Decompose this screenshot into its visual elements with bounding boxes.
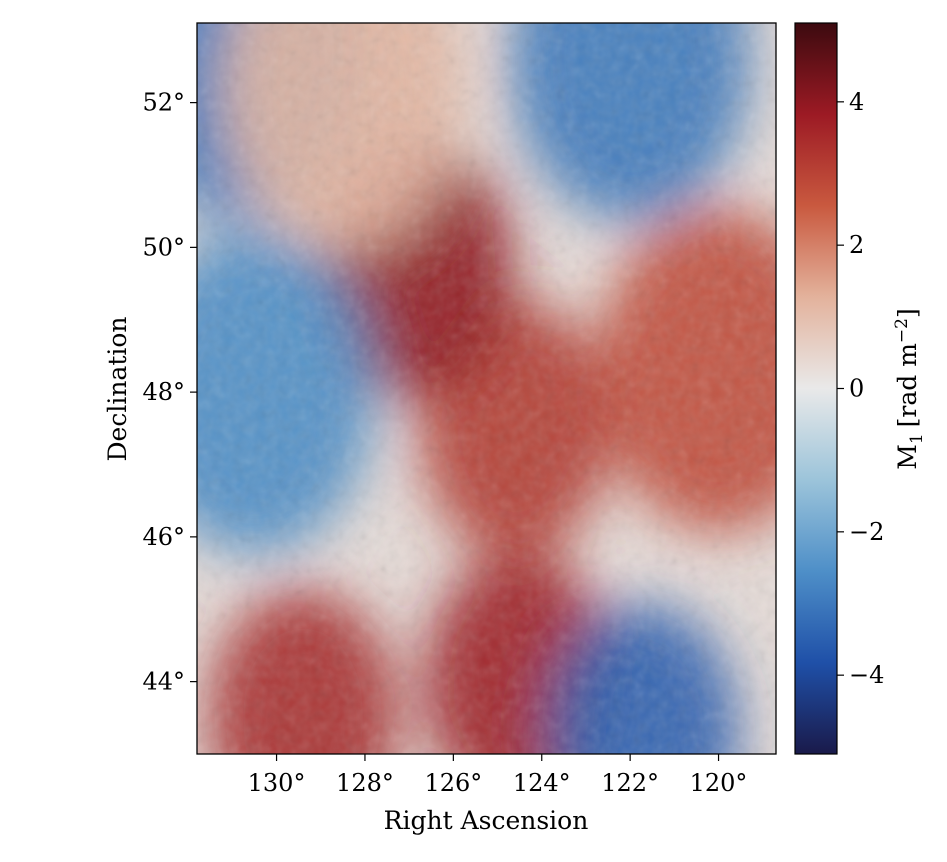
y-tick-label: 46° <box>142 523 185 551</box>
map-frame <box>196 22 777 755</box>
y-tick-label: 52° <box>142 89 185 117</box>
colorbar-tick-label: 0 <box>849 375 864 403</box>
x-tick-label: 128° <box>336 769 394 797</box>
colorbar-ticks: 4 2 0 −2 −4 <box>837 88 884 689</box>
x-axis-ticks: 130° 128° 126° 124° 122° 120° <box>248 754 748 797</box>
y-axis-label: Declination <box>103 316 132 461</box>
colorbar-tick-label: −4 <box>849 661 884 689</box>
map-panel <box>196 22 777 755</box>
colorbar: 420−2−4 M1[rad m−2] <box>794 22 927 755</box>
x-axis-label: Right Ascension <box>384 806 589 835</box>
colorbar-label-symbol: M <box>893 444 922 470</box>
y-tick-label: 44° <box>142 668 185 696</box>
colorbar-bar <box>794 22 838 755</box>
x-tick-label: 130° <box>248 769 306 797</box>
colorbar-label-exponent: −2 <box>892 318 912 343</box>
colorbar-label-close: ] <box>893 308 922 318</box>
y-axis-ticks: 44° 46° 48° 50° 52° <box>142 89 197 696</box>
y-tick-label: 48° <box>142 378 185 406</box>
colorbar-label-unit: [rad m <box>893 343 922 428</box>
colorbar-tick-label: −2 <box>849 518 884 546</box>
x-tick-label: 120° <box>690 769 748 797</box>
x-tick-label: 126° <box>424 769 482 797</box>
map-texture <box>197 23 776 754</box>
colorbar-label-subscript: 1 <box>907 433 927 444</box>
colorbar-tick-label: 4 <box>849 88 864 116</box>
x-tick-label: 122° <box>601 769 659 797</box>
colorbar-tick-label: 2 <box>849 231 864 259</box>
x-tick-label: 124° <box>513 769 571 797</box>
y-tick-label: 50° <box>142 233 185 261</box>
colorbar-label: M1 [rad m−2] <box>892 308 927 470</box>
